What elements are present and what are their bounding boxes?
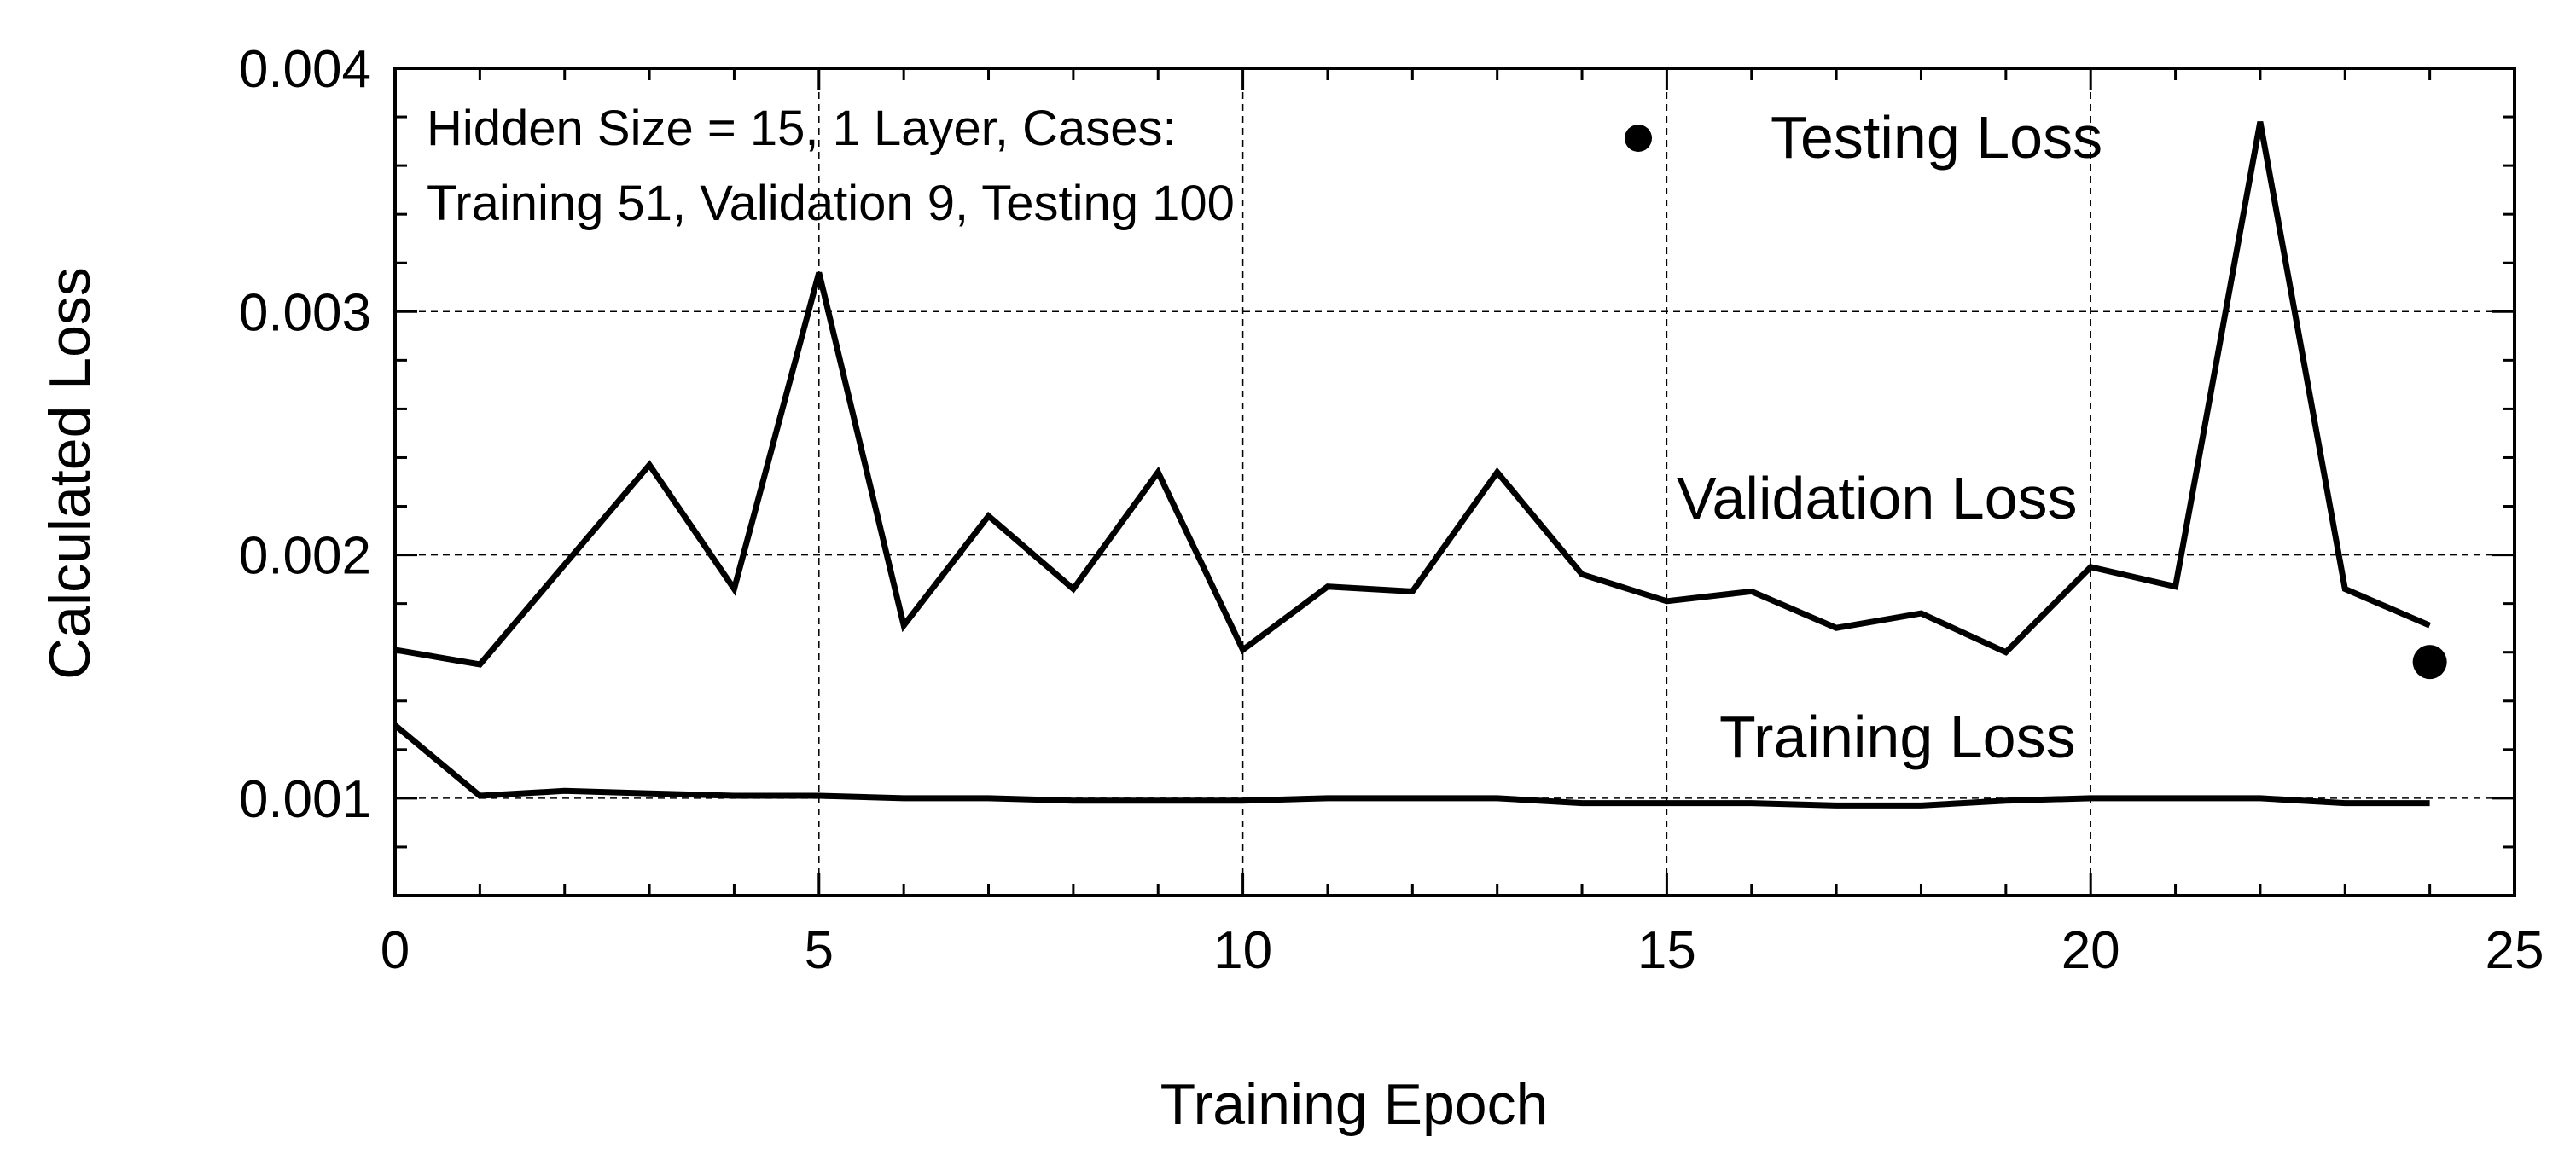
y-tick-label: 0.003 [239,283,371,342]
x-tick-label: 10 [1213,921,1272,980]
y-axis-title: Calculated Loss [38,267,102,680]
y-tick-label: 0.002 [239,527,371,586]
x-tick-label: 15 [1637,921,1696,980]
x-tick-label: 20 [2061,921,2120,980]
x-tick-label: 25 [2486,921,2544,980]
tick-labels: 0 5 10 15 20 25 0.001 0.002 0.003 0.004 [239,40,2544,980]
testing-loss-legend-marker [1625,125,1652,152]
training-loss-line [393,722,2430,809]
ticks [393,67,2516,897]
testing-loss-point [2412,645,2447,680]
training-loss-label: Training Loss [1719,704,2076,770]
series-layer [393,121,2447,809]
annotation-line-2: Training 51, Validation 9, Testing 100 [427,176,1235,231]
annotation-line-1: Hidden Size = 15, 1 Layer, Cases: [427,101,1177,156]
x-axis-title: Training Epoch [1160,1072,1549,1137]
y-tick-label: 0.004 [239,40,371,99]
testing-loss-label: Testing Loss [1771,104,2102,171]
x-tick-label: 5 [805,921,834,980]
validation-loss-label: Validation Loss [1677,465,2078,531]
x-tick-label: 0 [381,921,410,980]
plot-frame [393,67,2516,897]
validation-loss-line [394,121,2431,668]
y-tick-label: 0.001 [239,770,371,829]
